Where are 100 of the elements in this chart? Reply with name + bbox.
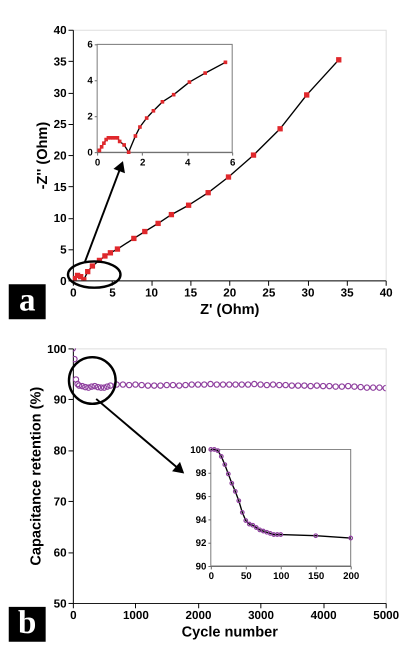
x-tick-label: 35 bbox=[340, 286, 354, 300]
point bbox=[336, 57, 342, 62]
x-tick-label: 50 bbox=[240, 571, 252, 582]
x-tick-label: 0 bbox=[94, 157, 100, 168]
x-axis-title: Cycle number bbox=[182, 624, 278, 640]
y-tick-label: 10 bbox=[54, 212, 67, 226]
y-tick-label: 6 bbox=[87, 40, 94, 51]
y-tick-label: 98 bbox=[196, 468, 208, 480]
x-tick-label: 200 bbox=[343, 571, 360, 582]
point bbox=[215, 448, 220, 454]
point bbox=[98, 148, 102, 152]
point bbox=[222, 462, 228, 468]
y-tick-label: 80 bbox=[54, 444, 67, 458]
point bbox=[268, 530, 273, 536]
x-tick-label: 1000 bbox=[122, 608, 149, 622]
y-tick-label: 94 bbox=[196, 514, 208, 526]
point bbox=[168, 212, 174, 218]
point bbox=[304, 92, 310, 98]
point bbox=[232, 489, 238, 494]
point bbox=[142, 228, 148, 234]
x-tick-label: 5 bbox=[109, 286, 116, 300]
point bbox=[188, 80, 192, 84]
point bbox=[108, 250, 114, 256]
y-tick-label: 90 bbox=[54, 394, 67, 407]
point bbox=[186, 202, 192, 208]
y-tick-label: 100 bbox=[190, 444, 206, 456]
point bbox=[134, 134, 138, 138]
x-tick-label: 30 bbox=[301, 286, 314, 300]
point bbox=[246, 522, 252, 526]
point bbox=[160, 100, 164, 104]
point bbox=[250, 522, 256, 528]
point bbox=[122, 143, 126, 147]
y-tick-label: 2 bbox=[87, 112, 94, 123]
point bbox=[116, 136, 120, 140]
point bbox=[212, 447, 217, 452]
point bbox=[243, 518, 248, 523]
x-tick-label: 3000 bbox=[248, 608, 274, 622]
y-tick-label: 30 bbox=[54, 86, 67, 100]
point bbox=[229, 480, 234, 486]
point bbox=[102, 141, 106, 146]
y-tick-label: 35 bbox=[54, 55, 68, 68]
y-tick-label: 15 bbox=[54, 180, 68, 194]
y-axis-title: Capacitance retention (%) bbox=[28, 386, 44, 566]
y-axis-title: -Z'' (Ohm) bbox=[34, 122, 51, 190]
x-tick-label: 150 bbox=[308, 571, 324, 582]
point bbox=[144, 116, 148, 120]
point bbox=[118, 140, 122, 144]
y-tick-label: 0 bbox=[60, 274, 67, 288]
y-tick-label: 60 bbox=[54, 546, 67, 560]
point bbox=[271, 532, 276, 537]
y-tick-label: 4 bbox=[87, 76, 94, 87]
point bbox=[172, 92, 176, 96]
point bbox=[155, 220, 161, 226]
y-tick-label: 70 bbox=[54, 496, 67, 509]
y-tick-label: 100 bbox=[47, 342, 67, 356]
x-tick-label: 2000 bbox=[186, 608, 212, 622]
point bbox=[152, 109, 156, 113]
y-tick-label: 90 bbox=[196, 561, 206, 572]
point bbox=[236, 498, 242, 504]
point bbox=[138, 125, 142, 129]
y-tick-label: 96 bbox=[196, 491, 208, 502]
x-tick-label: 20 bbox=[223, 286, 236, 300]
point bbox=[278, 532, 284, 537]
y-tick-label: 5 bbox=[60, 243, 68, 256]
y-tick-label: 40 bbox=[54, 24, 67, 38]
point bbox=[313, 533, 318, 538]
point bbox=[131, 236, 137, 242]
x-tick-label: 0 bbox=[70, 608, 77, 622]
point bbox=[277, 126, 283, 132]
point bbox=[257, 527, 262, 532]
point bbox=[100, 144, 104, 149]
y-tick-label: 25 bbox=[54, 118, 68, 132]
point bbox=[264, 530, 270, 535]
point bbox=[226, 472, 231, 476]
point bbox=[205, 190, 211, 196]
text: b bbox=[18, 605, 36, 642]
x-tick-label: 10 bbox=[145, 286, 158, 300]
point bbox=[240, 510, 245, 515]
y-tick-label: 92 bbox=[196, 538, 208, 550]
point bbox=[348, 536, 354, 540]
x-tick-label: 40 bbox=[380, 286, 393, 300]
x-tick-label: 2 bbox=[140, 157, 146, 168]
point bbox=[260, 528, 266, 534]
point bbox=[274, 532, 280, 537]
x-tick-label: 4 bbox=[184, 157, 191, 168]
x-tick-label: 100 bbox=[273, 571, 290, 582]
x-tick-label: 5000 bbox=[373, 608, 400, 622]
point bbox=[85, 268, 90, 274]
x-tick-label: 25 bbox=[262, 286, 276, 300]
x-tick-label: 0 bbox=[70, 286, 77, 300]
x-tick-label: 15 bbox=[184, 286, 198, 300]
point bbox=[254, 525, 259, 530]
x-tick-label: 6 bbox=[230, 157, 236, 168]
x-axis-title: Z' (Ohm) bbox=[200, 302, 260, 318]
point bbox=[126, 150, 130, 154]
y-tick-label: 50 bbox=[54, 597, 67, 610]
point bbox=[224, 60, 228, 64]
y-tick-label: 0 bbox=[87, 148, 93, 159]
x-tick-label: 4000 bbox=[310, 608, 337, 622]
point bbox=[218, 454, 224, 459]
